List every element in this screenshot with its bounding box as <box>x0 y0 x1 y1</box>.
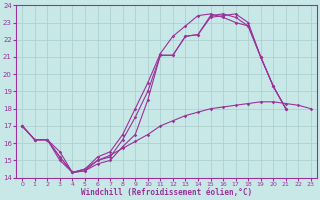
X-axis label: Windchill (Refroidissement éolien,°C): Windchill (Refroidissement éolien,°C) <box>81 188 252 197</box>
